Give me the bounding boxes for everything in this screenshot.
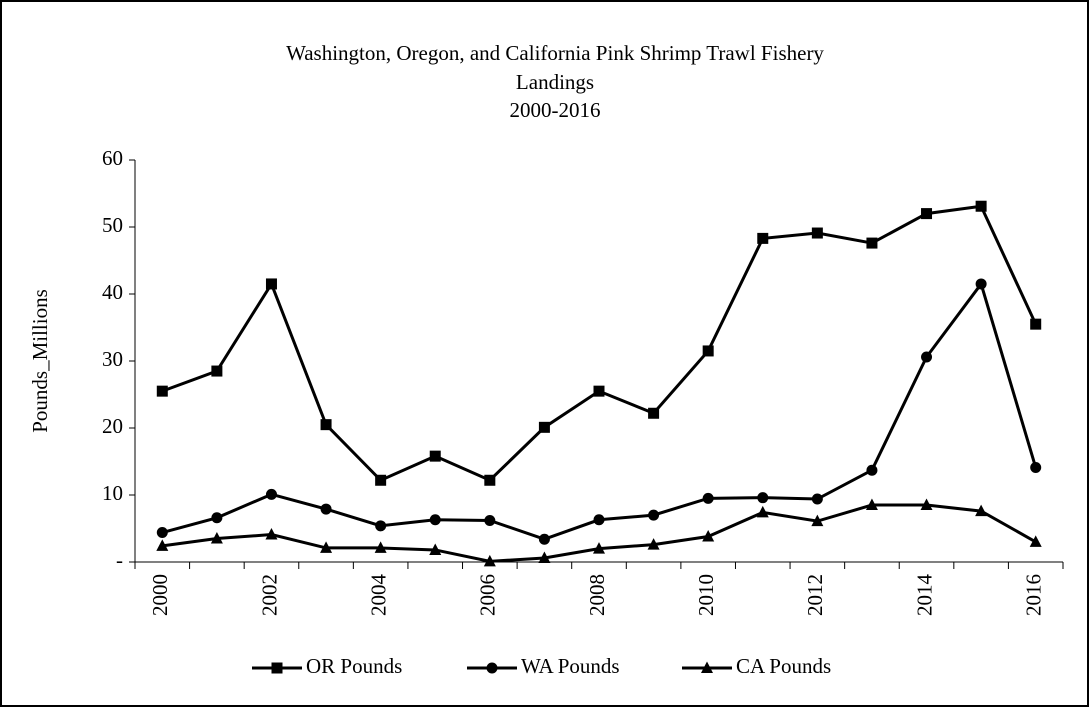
data-point	[429, 450, 441, 462]
data-point	[265, 488, 277, 500]
y-tick-label: 30	[102, 347, 123, 371]
data-point	[538, 421, 550, 433]
x-tick-label: 2014	[912, 574, 936, 617]
data-point	[866, 237, 878, 249]
y-tick-label: 60	[102, 146, 123, 170]
chart-title: 2000-2016	[510, 98, 601, 122]
data-point	[975, 278, 987, 290]
data-point	[210, 532, 223, 544]
y-tick-label: -	[116, 548, 123, 572]
data-point	[375, 474, 387, 486]
x-tick-label: 2004	[366, 574, 390, 617]
data-point	[1029, 535, 1042, 547]
y-axis-label: Pounds_Millions	[28, 289, 52, 433]
data-point	[320, 541, 333, 553]
legend-label: CA Pounds	[736, 654, 831, 678]
data-point	[702, 345, 714, 357]
data-point	[484, 514, 496, 526]
data-point	[320, 503, 332, 515]
data-point	[975, 504, 988, 517]
x-tick-label: 2012	[803, 574, 827, 616]
data-point	[921, 208, 933, 220]
x-tick-label: 2006	[476, 574, 500, 616]
data-point	[374, 541, 387, 553]
data-point	[757, 232, 769, 244]
data-point	[647, 538, 660, 550]
data-point	[648, 407, 660, 419]
legend-label: OR Pounds	[306, 654, 402, 678]
y-tick-label: 20	[102, 414, 123, 438]
data-point	[811, 227, 823, 239]
x-tick-label: 2010	[694, 574, 718, 616]
chart-title: Washington, Oregon, and California Pink …	[286, 41, 824, 65]
data-point	[375, 520, 387, 532]
x-tick-label: 2008	[585, 574, 609, 616]
data-point	[921, 351, 933, 363]
x-tick-label: 2002	[257, 574, 281, 616]
data-point	[702, 492, 714, 504]
chart-title: Landings	[516, 70, 594, 94]
data-point	[702, 530, 715, 542]
data-point	[1030, 462, 1042, 474]
data-point	[320, 419, 332, 431]
data-point	[429, 514, 441, 526]
data-point	[811, 493, 823, 505]
data-point	[648, 509, 660, 521]
data-point	[538, 533, 550, 545]
legend-marker	[701, 661, 713, 673]
legend-marker	[271, 662, 283, 674]
data-point	[920, 498, 933, 511]
data-point	[866, 464, 878, 476]
data-point	[756, 505, 769, 518]
data-point	[211, 512, 223, 524]
x-tick-label: 2016	[1022, 574, 1046, 616]
data-point	[211, 365, 223, 377]
data-point	[975, 200, 987, 212]
legend-label: WA Pounds	[521, 654, 620, 678]
data-point	[156, 527, 168, 539]
data-point	[811, 514, 824, 527]
data-point	[593, 542, 605, 554]
data-point	[156, 385, 168, 397]
data-point	[484, 474, 496, 486]
x-tick-label: 2000	[148, 574, 172, 616]
data-point	[865, 498, 878, 511]
data-point	[593, 385, 605, 397]
legend-marker	[486, 662, 498, 674]
data-point	[265, 528, 278, 540]
data-point	[156, 539, 169, 551]
data-point	[593, 514, 605, 526]
y-tick-label: 50	[102, 213, 123, 237]
data-point	[483, 554, 496, 567]
data-point	[429, 543, 442, 555]
y-tick-label: 40	[102, 280, 123, 304]
data-point	[265, 278, 277, 290]
y-tick-label: 10	[102, 481, 123, 505]
data-point	[538, 551, 551, 563]
data-point	[1030, 318, 1042, 330]
data-point	[757, 492, 769, 504]
